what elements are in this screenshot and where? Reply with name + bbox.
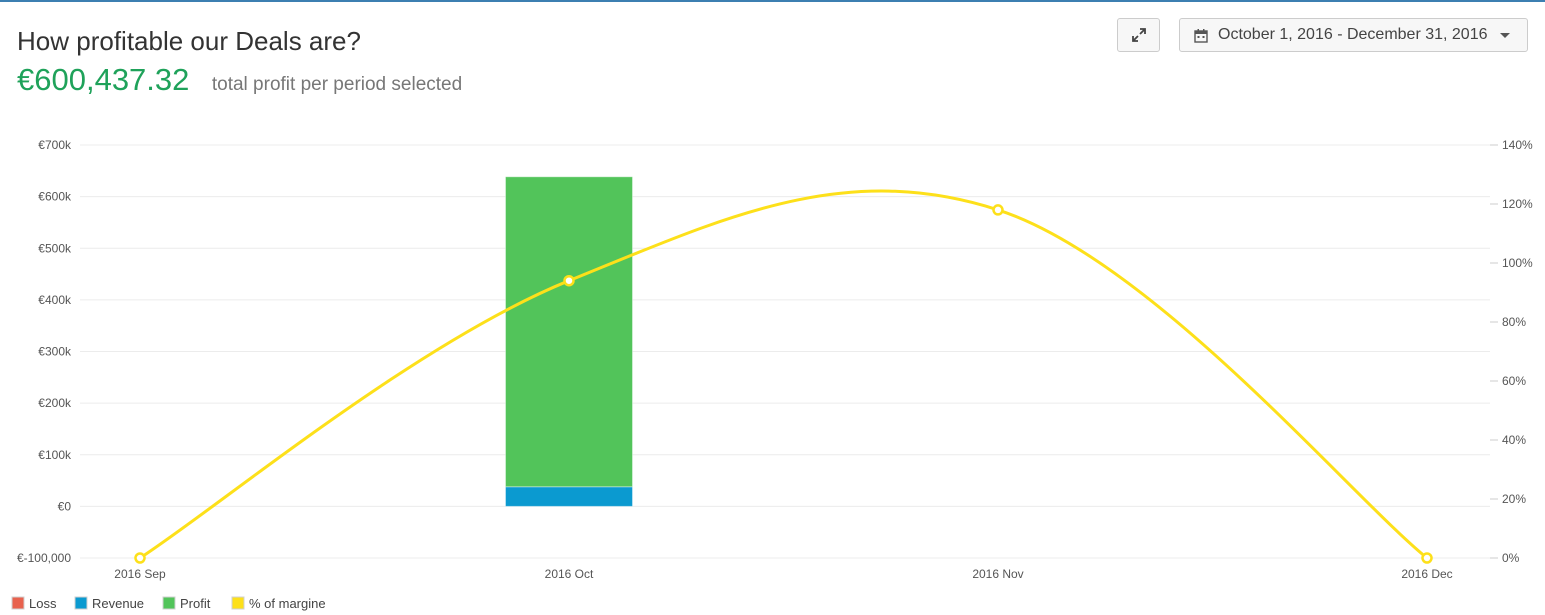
legend: Loss Revenue Profit % of margine (11, 596, 326, 611)
y-right-tick-label: 140% (1502, 138, 1533, 152)
date-range-picker[interactable]: October 1, 2016 - December 31, 2016 (1179, 18, 1528, 52)
y-left-tick-label: €500k (38, 241, 72, 255)
expand-button[interactable] (1117, 18, 1160, 52)
legend-swatch-revenue (74, 596, 88, 610)
y-right-tick-label: 100% (1502, 256, 1533, 270)
margin-point (992, 204, 1004, 216)
x-tick-label: 2016 Sep (114, 567, 166, 581)
bar-profit (505, 176, 633, 488)
y-left-tick-label: €100k (38, 448, 72, 462)
total-profit-value: €600,437.32 (17, 62, 190, 97)
y-right-tick-label: 20% (1502, 492, 1526, 506)
y-left-tick-label: €-100,000 (17, 551, 71, 565)
y-right-tick-label: 80% (1502, 315, 1526, 329)
x-tick-label: 2016 Dec (1401, 567, 1452, 581)
expand-arrows-icon (1131, 28, 1146, 42)
date-range-label: October 1, 2016 - December 31, 2016 (1218, 26, 1488, 43)
x-tick-label: 2016 Oct (545, 567, 594, 581)
y-right-tick-label: 0% (1502, 551, 1520, 565)
margin-point (563, 274, 575, 287)
legend-swatch-loss (11, 596, 25, 610)
y-axis-left: €700k €600k €500k €400k €300k €200k €100k €0 €-1… (17, 138, 72, 565)
widget-title: How profitable our Deals are? (17, 26, 361, 56)
bar-revenue (505, 486, 633, 507)
margin-line (134, 189, 1433, 564)
legend-label: Revenue (92, 596, 144, 611)
legend-label: Profit (180, 596, 211, 611)
grid-lines (80, 144, 1490, 559)
y-left-tick-label: €400k (38, 293, 72, 307)
y-right-tick-label: 40% (1502, 433, 1526, 447)
y-right-tick-label: 120% (1502, 197, 1533, 211)
legend-swatch-profit (162, 596, 176, 610)
y-axis-right: 140% 120% 100% 80% 60% 40% 20% 0% (1490, 138, 1533, 565)
y-left-tick-label: €200k (38, 396, 72, 410)
legend-label: % of margine (249, 596, 326, 611)
x-tick-label: 2016 Nov (972, 567, 1023, 581)
calendar-icon (1194, 28, 1208, 43)
y-left-tick-label: €300k (38, 345, 72, 359)
y-left-tick-label: €0 (58, 499, 72, 513)
top-accent-rule (0, 0, 1545, 2)
legend-swatch--of-margine (231, 596, 245, 610)
margin-line-path (139, 189, 1428, 560)
legend-label: Loss (29, 596, 57, 611)
x-axis: 2016 Sep 2016 Oct 2016 Nov 2016 Dec (114, 567, 1452, 581)
y-left-tick-label: €600k (38, 190, 72, 204)
margin-point (1421, 552, 1433, 564)
bars (505, 176, 633, 507)
y-left-tick-label: €700k (38, 138, 72, 152)
y-right-tick-label: 60% (1502, 374, 1526, 388)
chevron-down-icon (1499, 32, 1510, 38)
total-profit-caption: total profit per period selected (211, 74, 463, 95)
margin-point (134, 552, 146, 564)
kpi-row: €600,437.32 total profit per period sele… (17, 62, 462, 98)
